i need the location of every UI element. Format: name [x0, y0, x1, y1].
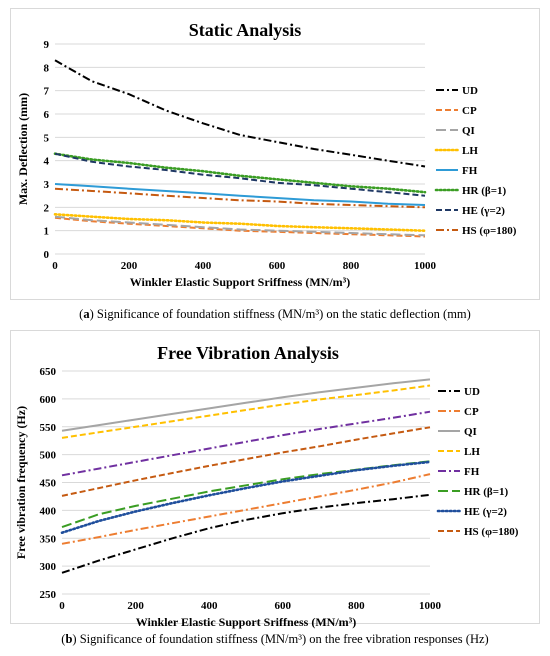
chart0-legend-label-5: HR (β=1) — [462, 185, 506, 197]
chart1-legend-label-6: HE (γ=2) — [464, 506, 507, 518]
chart0-x-tick-label: 600 — [269, 260, 286, 272]
chart0-x-tick-label: 800 — [343, 260, 360, 272]
chart1-y-tick-label: 400 — [40, 505, 57, 517]
chart1-legend-label-4: FH — [464, 466, 480, 478]
chart0-legend-label-1: CP — [462, 105, 477, 117]
chart1-title: Free Vibration Analysis — [157, 343, 339, 363]
chart0-y-tick-label: 0 — [44, 249, 50, 261]
caption-b-text: Significance of foundation stiffness (MN… — [79, 632, 489, 646]
chart0-y-tick-label: 2 — [44, 202, 50, 214]
chart1-series-line-1 — [61, 473, 431, 545]
chart1-series-line-2 — [61, 378, 431, 432]
chart1-y-tick-label: 500 — [40, 450, 57, 462]
chart1-x-tick-label: 1000 — [419, 600, 442, 612]
chart1-x-tick-label: 800 — [348, 600, 365, 612]
chart0-x-tick-label: 400 — [195, 260, 212, 272]
chart0-series-line-2 — [54, 215, 426, 237]
chart0-y-tick-label: 6 — [44, 109, 50, 121]
chart0-y-tick-label: 7 — [44, 86, 50, 98]
chart0-y-tick-label: 8 — [44, 62, 50, 74]
chart0-series-line-4 — [54, 183, 426, 206]
chart0-y-axis-label: Max. Deflection (mm) — [16, 93, 30, 205]
chart1-legend-label-7: HS (φ=180) — [464, 526, 519, 538]
chart0-y-tick-label: 4 — [44, 156, 50, 168]
chart1-legend-label-5: HR (β=1) — [464, 486, 508, 498]
chart1-y-tick-label: 300 — [40, 561, 57, 573]
caption-a-tag: a — [83, 307, 90, 321]
chart1-series-line-4 — [61, 410, 431, 477]
chart0-series-line-5 — [53, 152, 427, 194]
chart0-series-line-1 — [54, 216, 426, 238]
chart1-series-line-0 — [61, 493, 431, 574]
chart1-legend-label-1: CP — [464, 406, 479, 418]
chart1-series-line-6 — [60, 460, 432, 534]
chart1-legend-label-0: UD — [464, 386, 480, 398]
chart0-legend-label-6: HE (γ=2) — [462, 205, 505, 217]
chart1-y-tick-label: 350 — [40, 533, 57, 545]
chart1-y-tick-label: 550 — [40, 422, 57, 434]
static-analysis-panel: Static Analysis 0 1 2 3 4 5 6 7 8 9 0 200 400 600 800 10… — [10, 8, 540, 300]
chart0-y-tick-label: 1 — [44, 226, 50, 238]
chart0-legend-label-4: FH — [462, 165, 478, 177]
chart0-legend-label-3: LH — [462, 145, 478, 157]
caption-b: (b) Significance of foundation stiffness… — [61, 632, 489, 646]
chart1-x-tick-label: 600 — [275, 600, 292, 612]
chart1-legend-label-2: QI — [464, 426, 477, 438]
chart0-legend-label-0: UD — [462, 85, 478, 97]
chart1-y-tick-label: 450 — [40, 478, 57, 490]
chart1-x-tick-label: 0 — [59, 600, 65, 612]
chart0-y-tick-label: 9 — [44, 39, 50, 51]
chart0-x-tick-label: 1000 — [414, 260, 437, 272]
caption-b-tag: b — [65, 632, 73, 646]
chart1-y-tick-label: 650 — [40, 366, 57, 378]
chart0-x-tick-label: 200 — [121, 260, 138, 272]
chart1-legend-label-3: LH — [464, 446, 480, 458]
chart1-x-tick-label: 200 — [127, 600, 144, 612]
caption-a: (a) Significance of foundation stiffness… — [79, 307, 471, 321]
chart0-series-line-6 — [54, 152, 426, 197]
caption-a-text: Significance of foundation stiffness (MN… — [96, 307, 471, 321]
chart0-legend-label-2: QI — [462, 125, 475, 137]
free-vibration-panel: Free Vibration Analysis 250 300 350 400 450 50… — [10, 330, 540, 629]
chart1-y-tick-label: 600 — [40, 394, 57, 406]
chart1-series-line-3 — [61, 384, 431, 439]
chart0-legend-label-7: HS (φ=180) — [462, 225, 517, 237]
chart0-y-tick-label: 3 — [44, 179, 50, 191]
chart1-y-tick-label: 250 — [40, 589, 57, 601]
chart1-x-axis-label: Winkler Elastic Support Sriffness (MN/m³… — [136, 615, 357, 629]
free-vibration-chart: Free Vibration Analysis 250 300 350 400 450 50… — [14, 343, 519, 629]
chart0-series-line-0 — [54, 59, 426, 168]
chart0-x-axis-label: Winkler Elastic Support Sriffness (MN/m³… — [130, 275, 351, 289]
chart0-series-line-3 — [53, 213, 427, 232]
chart0-y-tick-label: 5 — [44, 132, 50, 144]
chart0-series-line-7 — [54, 187, 426, 209]
chart1-x-tick-label: 400 — [201, 600, 218, 612]
static-analysis-chart: Static Analysis 0 1 2 3 4 5 6 7 8 9 0 200 400 600 800 10… — [16, 20, 517, 289]
chart0-title: Static Analysis — [189, 20, 302, 40]
chart1-y-axis-label: Free vibration frequency (Hz) — [14, 406, 28, 559]
chart0-x-tick-label: 0 — [52, 260, 58, 272]
